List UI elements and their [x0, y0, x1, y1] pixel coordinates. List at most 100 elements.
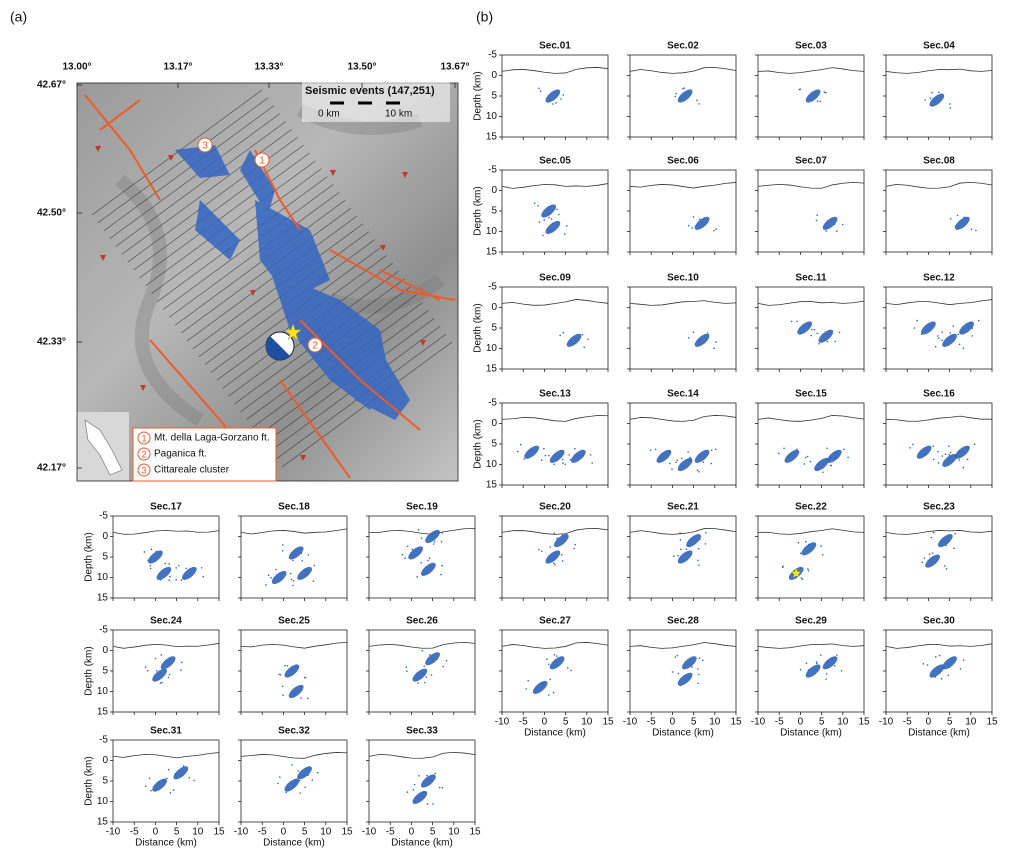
seismicity-speck [971, 335, 973, 337]
section-line [151, 168, 322, 294]
seismicity-speck [527, 679, 529, 682]
seismicity-speck [713, 347, 715, 349]
seismicity-cluster [805, 664, 821, 678]
section-line [115, 121, 286, 247]
mainshock-star [284, 323, 302, 341]
y-axis-label: Depth (km) [473, 419, 484, 468]
seismicity-speck [698, 564, 700, 566]
topography [757, 67, 865, 74]
section-frame [757, 515, 865, 599]
seismicity-speck [544, 454, 547, 457]
section-title: Sec.16 [923, 389, 955, 400]
seismicity-speck [426, 774, 428, 777]
section-line [180, 207, 352, 334]
topography [501, 528, 609, 535]
seismicity-speck [800, 577, 803, 579]
topography [885, 643, 993, 649]
seismicity-speck [416, 576, 418, 578]
seismicity-speck [936, 335, 939, 337]
seismicity-speck [149, 567, 152, 570]
seismicity-speck [916, 319, 918, 322]
seismicity-speck [962, 347, 965, 350]
section-title: Sec.15 [795, 389, 827, 400]
seismicity-cluster [554, 534, 569, 548]
seismicity-speck [829, 456, 832, 459]
seismicity-speck [541, 683, 544, 685]
seismicity-speck [654, 448, 657, 451]
x-axis-label: Distance (km) [908, 728, 970, 739]
x-tick-label: 10 [709, 717, 721, 728]
seismicity-speck [826, 447, 828, 450]
seismicity-speck [962, 331, 965, 333]
seismicity-speck [277, 782, 279, 785]
seismicity-speck [168, 563, 170, 565]
seismicity-speck [830, 464, 832, 467]
seismicity-speck [293, 694, 296, 696]
x-tick-label: 10 [581, 717, 593, 728]
seismicity-speck [566, 667, 569, 669]
x-tick-label: -10 [106, 827, 121, 838]
seismicity-speck [675, 92, 678, 95]
y-tick-label: 15 [486, 247, 498, 258]
seismicity-speck [701, 659, 704, 662]
x-tick-label: -10 [751, 717, 766, 728]
section-title: Sec.18 [278, 502, 310, 513]
panel-label: (b) [476, 9, 493, 25]
seismicity-speck [290, 578, 293, 581]
x-tick-label: -10 [234, 827, 249, 838]
seismicity-speck [673, 555, 675, 558]
seismicity-speck [926, 664, 929, 666]
y-tick-label: -5 [99, 735, 108, 746]
map-marker [307, 337, 323, 353]
legend-marker-label: 2 [141, 449, 146, 459]
section-title: Sec.19 [406, 502, 438, 513]
seismicity-speck [827, 660, 830, 663]
seismicity-speck [146, 670, 149, 672]
section-frame [629, 629, 737, 713]
topography [501, 299, 609, 306]
section-line [109, 113, 280, 239]
seismicity-speck [420, 561, 423, 564]
seismicity-speck [834, 452, 837, 455]
seismicity-speck [822, 463, 825, 465]
seismicity-speck [432, 543, 435, 545]
seismicity-speck [929, 325, 931, 327]
topography [757, 181, 865, 189]
seismicity-speck [434, 772, 437, 775]
x-tick-label: 0 [281, 827, 287, 838]
seismicity-speck [418, 774, 420, 777]
section-line [169, 192, 340, 318]
seismicity-speck [825, 230, 827, 232]
section-frame [501, 402, 609, 486]
seismicity-speck [922, 663, 925, 665]
seismicity-cluster [156, 566, 172, 580]
seismicity-speck [167, 676, 170, 679]
seismicity-speck [948, 666, 950, 669]
mainshock-star [791, 568, 801, 578]
seismicity-speck [519, 443, 522, 446]
seismicity-speck [422, 791, 425, 793]
seismicity-speck [275, 568, 277, 571]
seismicity-speck [697, 559, 699, 562]
section-frame [757, 286, 865, 370]
seismicity-speck [178, 564, 180, 567]
seismicity-speck [962, 466, 965, 469]
seismicity-speck [800, 332, 802, 334]
seismicity-speck [934, 656, 937, 658]
seismicity-speck [680, 548, 682, 551]
seismicity-speck [697, 547, 700, 550]
y-axis-label: Depth (km) [84, 756, 95, 805]
seismicity-speck [698, 103, 700, 105]
x-tick-label: 15 [986, 717, 998, 728]
seismicity-speck [414, 800, 416, 802]
seismicity-speck [556, 537, 558, 540]
seismicity-speck [301, 560, 304, 562]
topography [112, 530, 220, 535]
seismicity-speck [180, 669, 182, 671]
seismicity-speck [591, 462, 593, 464]
seismicity-speck [583, 346, 586, 348]
seismicity-speck [805, 662, 808, 665]
seismicity-speck [952, 325, 955, 327]
seismicity-speck [668, 451, 671, 453]
seismicity-speck [816, 100, 819, 102]
